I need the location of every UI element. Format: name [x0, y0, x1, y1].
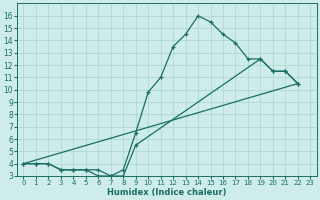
X-axis label: Humidex (Indice chaleur): Humidex (Indice chaleur) — [107, 188, 227, 197]
